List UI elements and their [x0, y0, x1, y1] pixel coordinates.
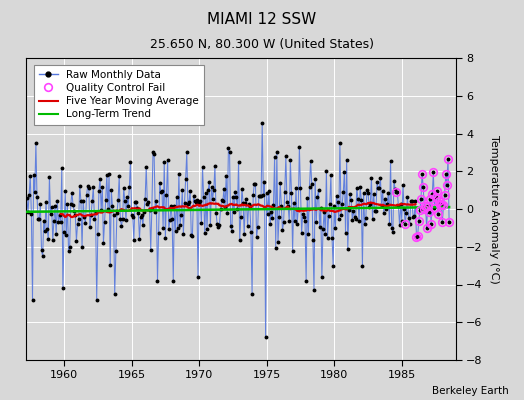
Text: Berkeley Earth: Berkeley Earth — [432, 386, 508, 396]
Text: MIAMI 12 SSW: MIAMI 12 SSW — [208, 12, 316, 27]
Legend: Raw Monthly Data, Quality Control Fail, Five Year Moving Average, Long-Term Tren: Raw Monthly Data, Quality Control Fail, … — [34, 65, 204, 124]
Text: 25.650 N, 80.300 W (United States): 25.650 N, 80.300 W (United States) — [150, 38, 374, 51]
Y-axis label: Temperature Anomaly (°C): Temperature Anomaly (°C) — [489, 135, 499, 283]
